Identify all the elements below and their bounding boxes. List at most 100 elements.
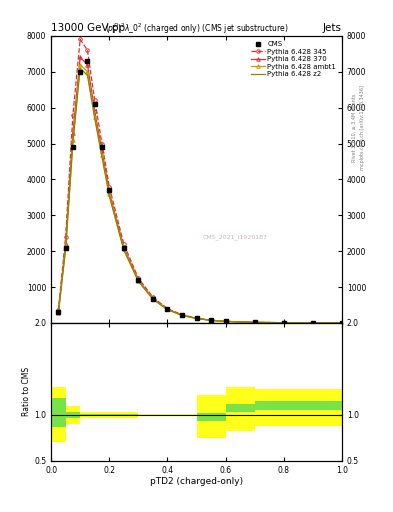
- CMS: [252, 319, 257, 326]
- Pythia 6.428 z2: [151, 296, 155, 303]
- Pythia 6.428 370: [310, 320, 315, 326]
- Pythia 6.428 z2: [223, 318, 228, 325]
- Pythia 6.428 345: [56, 307, 61, 313]
- Line: Pythia 6.428 ambt1: Pythia 6.428 ambt1: [57, 63, 343, 325]
- Pythia 6.428 ambt1: [281, 319, 286, 326]
- Pythia 6.428 345: [63, 234, 68, 240]
- Pythia 6.428 345: [281, 319, 286, 326]
- Pythia 6.428 345: [180, 312, 184, 318]
- Pythia 6.428 345: [78, 36, 83, 42]
- Bar: [284, 401, 313, 410]
- Pythia 6.428 ambt1: [121, 246, 126, 252]
- Pythia 6.428 370: [85, 61, 90, 68]
- Line: CMS: CMS: [57, 59, 343, 325]
- Pythia 6.428 345: [252, 319, 257, 325]
- Pythia 6.428 345: [223, 318, 228, 325]
- CMS: [209, 317, 213, 324]
- Bar: [109, 414, 138, 416]
- Pythia 6.428 z2: [100, 154, 105, 160]
- CMS: [63, 245, 68, 251]
- Pythia 6.428 345: [92, 97, 97, 103]
- Text: Jets: Jets: [323, 23, 342, 33]
- Pythia 6.428 ambt1: [100, 152, 105, 158]
- Bar: [284, 389, 313, 426]
- Pythia 6.428 z2: [340, 320, 344, 326]
- Pythia 6.428 370: [56, 309, 61, 315]
- Pythia 6.428 ambt1: [180, 312, 184, 318]
- CMS: [71, 144, 75, 150]
- Pythia 6.428 ambt1: [194, 315, 199, 322]
- Bar: [255, 401, 284, 410]
- CMS: [151, 295, 155, 302]
- Pythia 6.428 ambt1: [107, 191, 112, 198]
- Y-axis label: Ratio to CMS: Ratio to CMS: [22, 367, 31, 416]
- Pythia 6.428 345: [136, 275, 141, 281]
- Pythia 6.428 370: [100, 147, 105, 154]
- Pythia 6.428 345: [100, 140, 105, 146]
- Pythia 6.428 ambt1: [165, 306, 170, 312]
- Pythia 6.428 z2: [78, 65, 83, 71]
- Pythia 6.428 370: [165, 306, 170, 312]
- Pythia 6.428 370: [252, 319, 257, 326]
- CMS: [85, 58, 90, 64]
- Line: Pythia 6.428 345: Pythia 6.428 345: [57, 38, 343, 325]
- Pythia 6.428 ambt1: [136, 278, 141, 284]
- Bar: [80, 412, 109, 418]
- Pythia 6.428 ambt1: [310, 320, 315, 326]
- Title: $(p_T^D)^2\lambda\_0^2$ (charged only) (CMS jet substructure): $(p_T^D)^2\lambda\_0^2$ (charged only) (…: [105, 21, 288, 36]
- Pythia 6.428 ambt1: [71, 137, 75, 143]
- Pythia 6.428 370: [340, 320, 344, 326]
- Pythia 6.428 z2: [56, 310, 61, 316]
- Pythia 6.428 370: [78, 54, 83, 60]
- Pythia 6.428 ambt1: [340, 320, 344, 326]
- Bar: [226, 404, 255, 412]
- Bar: [196, 413, 226, 421]
- Bar: [313, 389, 342, 426]
- Bar: [51, 387, 66, 442]
- Bar: [313, 401, 342, 410]
- Pythia 6.428 ambt1: [252, 319, 257, 326]
- Pythia 6.428 z2: [92, 115, 97, 121]
- Pythia 6.428 ambt1: [151, 295, 155, 302]
- Pythia 6.428 370: [281, 319, 286, 326]
- Bar: [196, 395, 226, 438]
- Pythia 6.428 345: [165, 306, 170, 312]
- Pythia 6.428 345: [194, 315, 199, 321]
- CMS: [340, 320, 344, 326]
- Pythia 6.428 370: [107, 189, 112, 195]
- Bar: [51, 398, 66, 427]
- Pythia 6.428 ambt1: [92, 114, 97, 120]
- CMS: [78, 69, 83, 75]
- Pythia 6.428 ambt1: [56, 309, 61, 315]
- Pythia 6.428 z2: [252, 319, 257, 326]
- Pythia 6.428 345: [209, 317, 213, 323]
- Pythia 6.428 345: [151, 294, 155, 300]
- Pythia 6.428 370: [180, 312, 184, 318]
- Pythia 6.428 370: [194, 315, 199, 322]
- Pythia 6.428 z2: [165, 307, 170, 313]
- Line: Pythia 6.428 370: Pythia 6.428 370: [57, 56, 343, 325]
- CMS: [92, 101, 97, 107]
- Pythia 6.428 370: [151, 295, 155, 301]
- Pythia 6.428 z2: [121, 247, 126, 253]
- Pythia 6.428 z2: [180, 312, 184, 318]
- Bar: [255, 389, 284, 426]
- Pythia 6.428 345: [310, 320, 315, 326]
- Pythia 6.428 370: [121, 245, 126, 251]
- Pythia 6.428 ambt1: [78, 61, 83, 68]
- CMS: [310, 320, 315, 326]
- CMS: [223, 318, 228, 325]
- Pythia 6.428 370: [209, 317, 213, 324]
- CMS: [136, 277, 141, 283]
- Pythia 6.428 345: [85, 47, 90, 53]
- X-axis label: pTD2 (charged-only): pTD2 (charged-only): [150, 477, 243, 486]
- CMS: [194, 315, 199, 322]
- Pythia 6.428 370: [223, 318, 228, 325]
- Legend: CMS, Pythia 6.428 345, Pythia 6.428 370, Pythia 6.428 ambt1, Pythia 6.428 z2: CMS, Pythia 6.428 345, Pythia 6.428 370,…: [249, 39, 338, 79]
- Pythia 6.428 ambt1: [209, 317, 213, 324]
- Pythia 6.428 370: [71, 130, 75, 136]
- Pythia 6.428 z2: [136, 278, 141, 284]
- Pythia 6.428 345: [340, 320, 344, 326]
- Pythia 6.428 z2: [281, 319, 286, 326]
- Pythia 6.428 z2: [63, 246, 68, 252]
